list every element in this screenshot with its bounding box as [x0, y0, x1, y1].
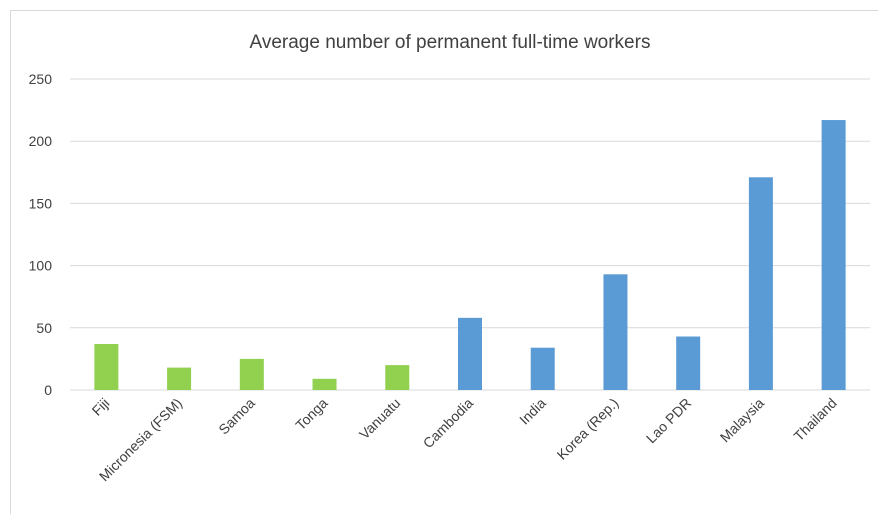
bar-india: [530, 347, 555, 390]
x-category-label: Vanuatu: [356, 395, 403, 442]
bar-samoa: [239, 358, 264, 390]
y-tick-label: 50: [36, 320, 52, 336]
chart-title: Average number of permanent full-time wo…: [250, 32, 651, 53]
bar-micronesia-fsm: [167, 367, 192, 390]
bar-tonga: [312, 378, 337, 390]
y-tick-label: 0: [44, 382, 52, 398]
x-category-label: Korea (Rep.): [554, 395, 622, 463]
bar-cambodia: [458, 317, 482, 390]
y-tick-label: 200: [29, 133, 53, 149]
x-category-label: Malaysia: [717, 395, 768, 446]
bar-lao-pdr: [676, 336, 701, 390]
chart-frame: [10, 10, 878, 514]
y-axis-ticks: 0 50 100 150 200 250: [29, 71, 53, 398]
bar-korea-rep: [603, 274, 628, 390]
y-tick-label: 250: [29, 71, 53, 87]
bars: [94, 120, 846, 390]
x-category-label: Tonga: [292, 395, 330, 433]
bar-fiji: [94, 343, 119, 390]
x-category-label: Samoa: [215, 395, 258, 438]
x-category-label: Lao PDR: [643, 395, 694, 446]
x-category-label: Cambodia: [420, 395, 477, 452]
x-category-label: Thailand: [790, 395, 839, 444]
x-category-label: Fiji: [89, 395, 113, 419]
y-tick-label: 100: [29, 258, 53, 274]
y-tick-label: 150: [29, 195, 53, 211]
x-category-label: India: [516, 395, 549, 428]
bar-thailand: [821, 120, 846, 390]
bar-malaysia: [748, 177, 773, 390]
bar-vanuatu: [385, 365, 410, 390]
